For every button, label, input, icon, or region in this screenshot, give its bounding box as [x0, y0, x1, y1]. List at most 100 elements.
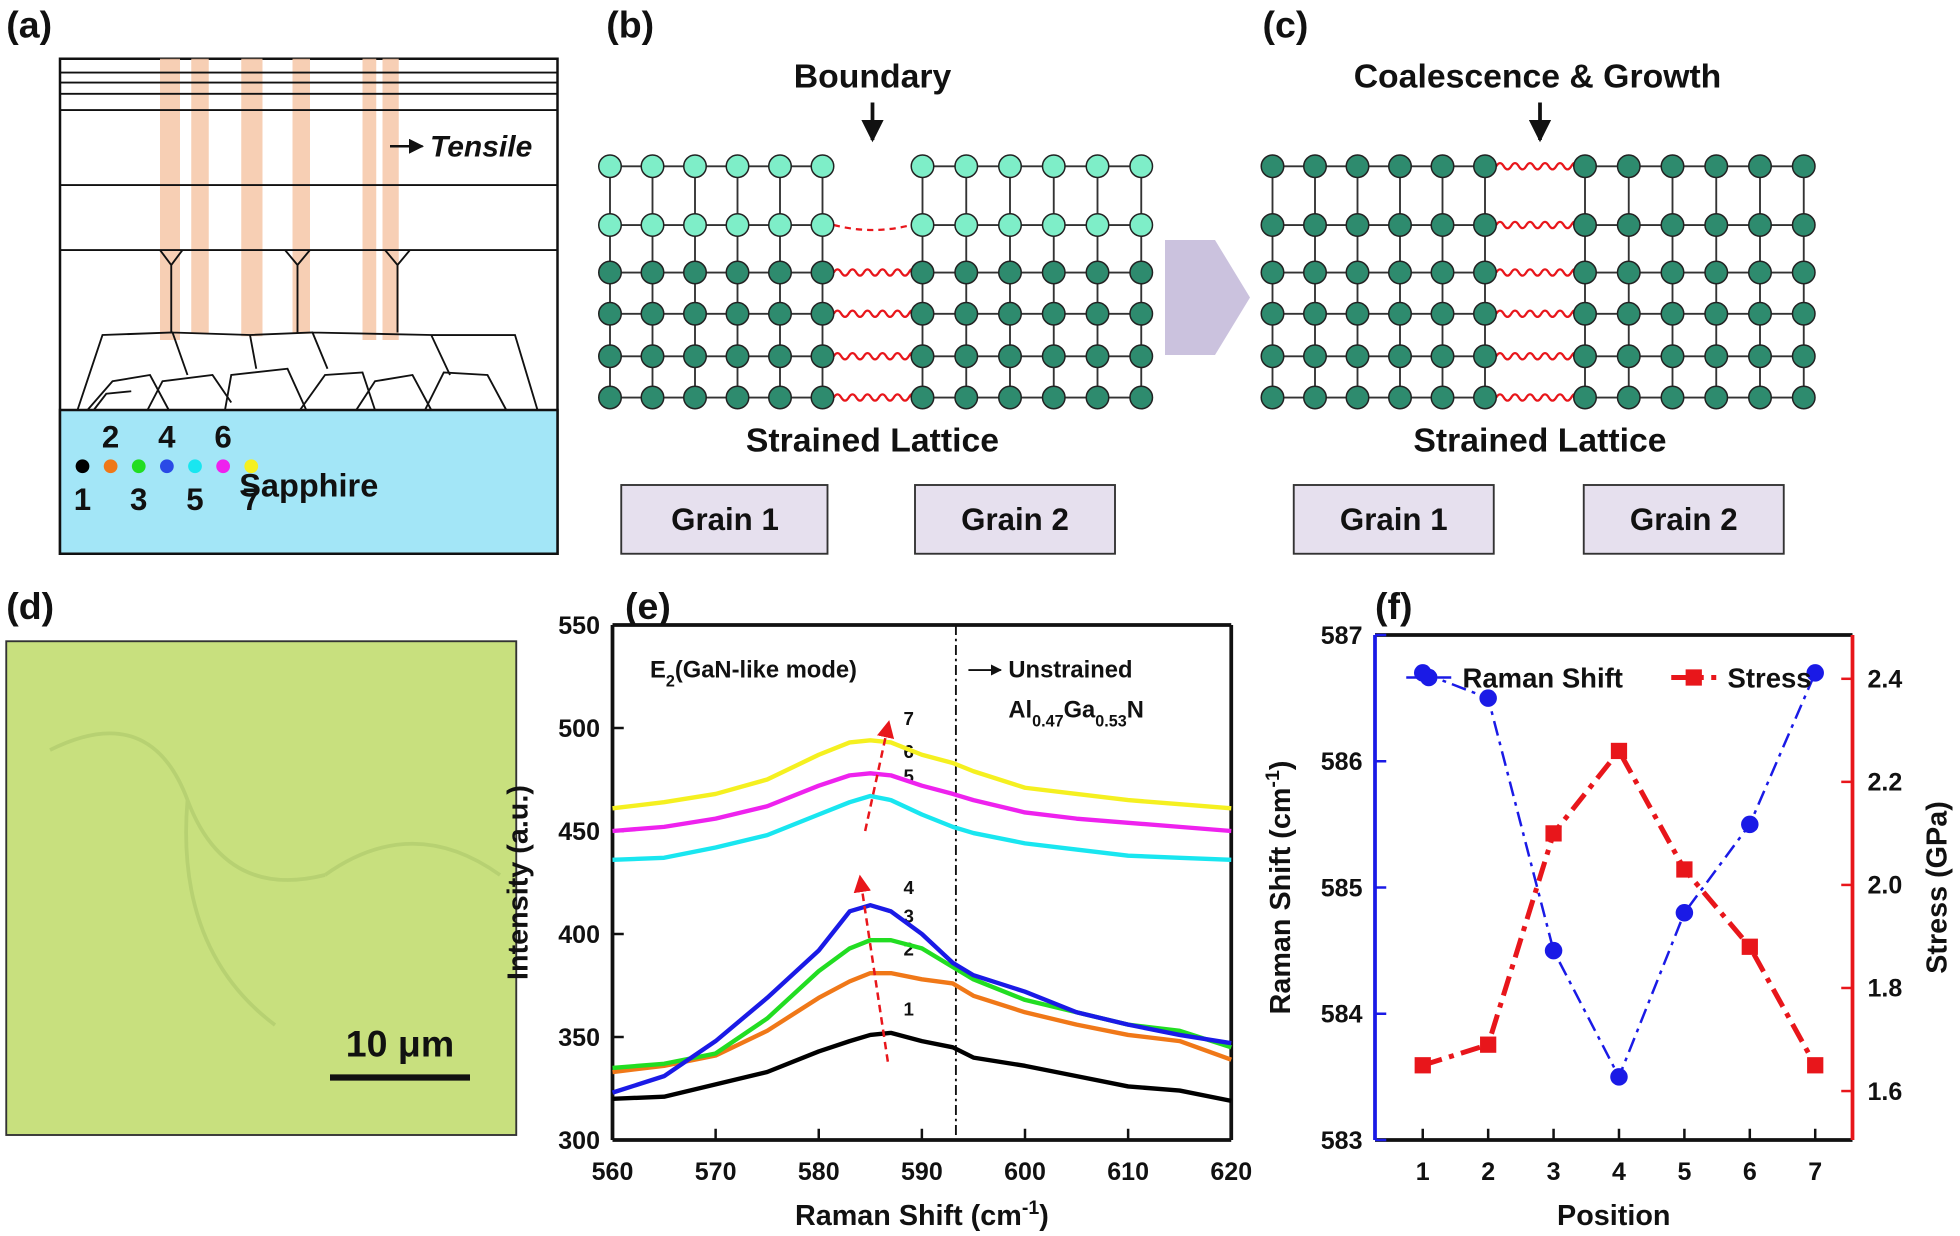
- marker: [1480, 1036, 1497, 1053]
- spot-label: 2: [102, 420, 119, 455]
- panel-label: (c): [1263, 4, 1309, 46]
- atom: [954, 154, 979, 179]
- atom: [1473, 301, 1497, 326]
- spot: [244, 459, 259, 474]
- series-label: 3: [903, 906, 913, 927]
- atom: [1345, 213, 1370, 238]
- atom: [954, 344, 979, 369]
- series-label: 7: [903, 708, 913, 729]
- atom: [640, 154, 665, 179]
- strained-bond: [832, 393, 913, 402]
- grain-box: [914, 484, 1116, 555]
- atom: [1748, 213, 1772, 238]
- atom: [1260, 301, 1285, 326]
- atom: [910, 154, 935, 179]
- atom: [598, 301, 622, 326]
- atom: [1085, 301, 1110, 326]
- panel-label: (e): [625, 585, 671, 627]
- atom: [725, 154, 750, 179]
- marker: [1807, 1057, 1824, 1074]
- y-axis-label-part: -1: [1262, 770, 1284, 788]
- marker: [1676, 861, 1693, 878]
- atom: [1704, 260, 1729, 285]
- chart: (e) 560 570 580 590 600 610 620 300 350 400 450 500 5…: [503, 585, 1253, 1186]
- x-axis-label-part: -1: [1022, 1197, 1040, 1219]
- atom: [998, 213, 1022, 238]
- grain-label: Grain 2: [1630, 502, 1738, 537]
- series-line: [1422, 671, 1817, 1079]
- atom: [1260, 213, 1285, 238]
- atom: [1085, 385, 1110, 410]
- grain-box: [620, 484, 829, 555]
- atom: [1345, 154, 1370, 179]
- atom: [768, 260, 792, 285]
- strained-bond: [832, 309, 913, 318]
- atom: [1129, 344, 1154, 369]
- spot: [216, 459, 230, 474]
- atom: [1704, 301, 1729, 326]
- atom: [1791, 301, 1816, 326]
- panel-a: (a) Tensile Sapphire: [6, 4, 559, 556]
- y2-tick-label: 2.0: [1868, 872, 1903, 900]
- x-axis-label-part: ): [1039, 1200, 1049, 1232]
- atom: [1085, 260, 1110, 285]
- atom: [1660, 301, 1685, 326]
- atom: [683, 344, 707, 369]
- atom: [1388, 385, 1412, 410]
- y2-tick-label: 2.2: [1868, 769, 1903, 797]
- y2-axis-label: Stress (GPa): [1921, 801, 1953, 974]
- atom: [1303, 385, 1327, 410]
- atom: [683, 260, 707, 285]
- y-tick-label: 350: [558, 1024, 600, 1052]
- atom: [1303, 260, 1327, 285]
- x-tick-label: 620: [1210, 1158, 1252, 1186]
- annotation-part: 0.47: [1032, 712, 1063, 730]
- atom: [768, 344, 792, 369]
- y-axis-label-part: Raman Shift (cm: [1265, 788, 1297, 1015]
- spot-label: 6: [214, 420, 231, 455]
- legend-label: Stress: [1728, 663, 1812, 694]
- atom: [954, 301, 979, 326]
- atom: [1704, 154, 1729, 179]
- panel-label: (a): [6, 4, 52, 46]
- y2-tick-label: 2.4: [1868, 666, 1903, 694]
- atom: [1473, 385, 1497, 410]
- marker: [1479, 689, 1497, 707]
- atom: [1260, 344, 1285, 369]
- panel-label: (f): [1375, 585, 1412, 627]
- atom: [598, 154, 622, 179]
- micrograph: [5, 640, 518, 1136]
- atom: [1573, 213, 1597, 238]
- atom: [1704, 213, 1729, 238]
- atom: [640, 385, 665, 410]
- atom: [640, 301, 665, 326]
- grain-texture: [49, 731, 502, 1027]
- y-tick-label: 300: [558, 1127, 600, 1155]
- atom: [1660, 213, 1685, 238]
- atom: [768, 385, 792, 410]
- atom: [1660, 344, 1685, 369]
- atom: [910, 213, 935, 238]
- atom: [1085, 344, 1110, 369]
- substrate-label: Sapphire: [239, 467, 378, 503]
- atom: [1473, 213, 1497, 238]
- strained-bond: [832, 268, 913, 277]
- atom: [1473, 260, 1497, 285]
- spot-label: 7: [243, 482, 260, 517]
- atom: [725, 344, 750, 369]
- atom: [810, 344, 835, 369]
- grain-label: Grain 1: [1340, 502, 1448, 537]
- atom: [1748, 301, 1772, 326]
- atom: [640, 213, 665, 238]
- x-tick-label: 610: [1107, 1158, 1149, 1186]
- atom: [1430, 213, 1455, 238]
- annotation-part: N: [1127, 697, 1144, 724]
- atom: [1748, 344, 1772, 369]
- series-label: 1: [903, 998, 913, 1019]
- atom: [1660, 260, 1685, 285]
- atom: [910, 385, 935, 410]
- atom: [1748, 260, 1772, 285]
- atom: [1345, 260, 1370, 285]
